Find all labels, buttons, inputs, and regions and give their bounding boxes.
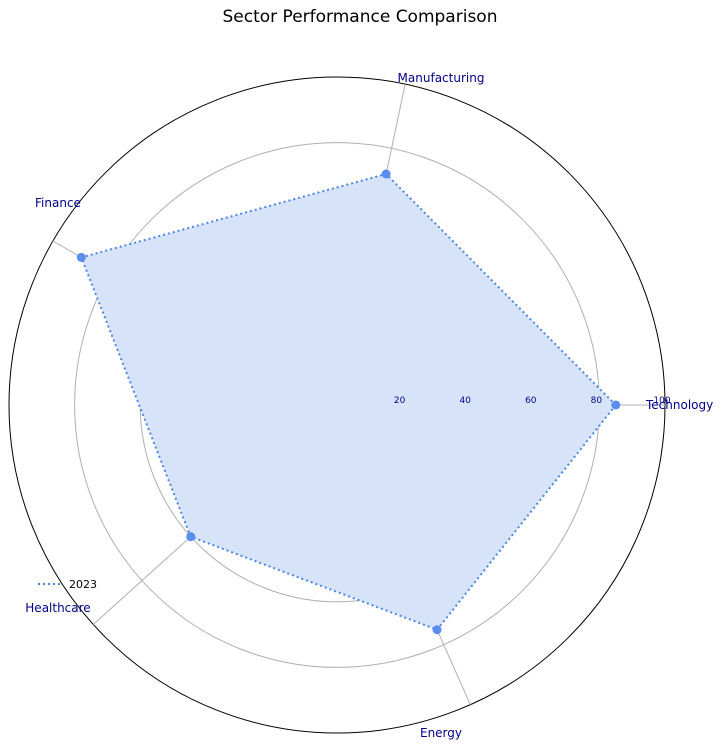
chart-title: Sector Performance Comparison [223,7,498,27]
tick-label-40: 40 [459,396,471,406]
tick-label-100: 100 [653,396,670,406]
data-point-energy [432,625,442,635]
data-point-finance [76,252,86,262]
radial-tick-labels: 20 40 60 80 100 [394,396,671,406]
data-layer [76,169,621,635]
category-label-manufacturing: Manufacturing [398,71,485,85]
tick-label-60: 60 [525,396,537,406]
legend: 2023 [38,578,97,591]
data-point-technology [611,400,621,410]
category-label-energy: Energy [420,726,462,740]
tick-label-80: 80 [591,396,603,406]
data-point-healthcare [186,532,196,542]
category-label-healthcare: Healthcare [25,601,90,615]
category-labels: Technology Manufacturing Finance Healthcare… [25,71,713,740]
series-line-2023 [79,172,618,631]
tick-label-20: 20 [394,396,406,406]
data-point-manufacturing [381,169,391,179]
category-label-technology: Technology [645,398,713,412]
legend-label-2023: 2023 [69,578,97,591]
category-label-finance: Finance [35,196,81,210]
series-area-2023 [81,174,616,630]
